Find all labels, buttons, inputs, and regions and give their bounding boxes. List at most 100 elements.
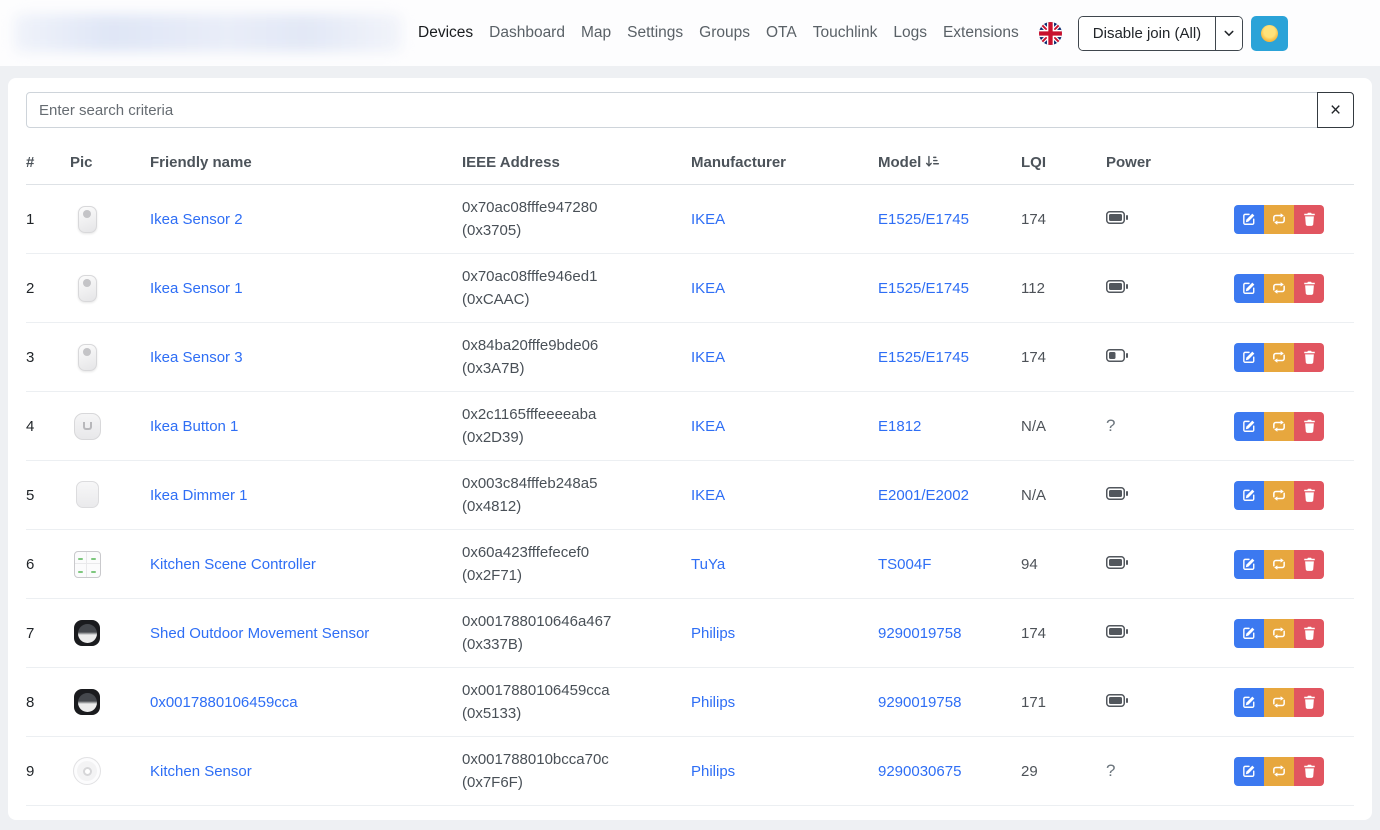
- header-ieee-address[interactable]: IEEE Address: [462, 140, 691, 185]
- manufacturer-link[interactable]: Philips: [691, 624, 736, 642]
- header-number[interactable]: #: [26, 140, 70, 185]
- reconfigure-device-button[interactable]: [1264, 273, 1294, 303]
- theme-toggle-button[interactable]: [1251, 15, 1289, 51]
- device-friendly-name-link[interactable]: Ikea Button 1: [150, 417, 239, 435]
- model-link[interactable]: E1812: [878, 417, 922, 435]
- ikea-motion-sensor-picture[interactable]: [70, 202, 104, 236]
- manufacturer-link[interactable]: IKEA: [691, 486, 726, 504]
- remove-device-button[interactable]: [1294, 549, 1324, 579]
- header-lqi[interactable]: LQI: [1021, 140, 1106, 185]
- reconfigure-device-button[interactable]: [1264, 618, 1294, 648]
- ieee-address: 0x60a423fffefecef0 (0x2F71): [462, 529, 691, 599]
- trash-icon: [1303, 350, 1315, 364]
- ikea-styrbar-remote-picture[interactable]: [70, 478, 104, 512]
- nav-item-settings[interactable]: Settings: [627, 24, 684, 41]
- language-flag-icon[interactable]: [1038, 21, 1062, 45]
- manufacturer-link[interactable]: IKEA: [691, 417, 726, 435]
- ieee-address: 0x0017880106459cca (0x5133): [462, 667, 691, 737]
- rename-device-button[interactable]: [1234, 687, 1264, 717]
- permit-join-button[interactable]: Disable join (All): [1078, 16, 1216, 50]
- model-link[interactable]: E1525/E1745: [878, 210, 969, 228]
- device-friendly-name-link[interactable]: Kitchen Scene Controller: [150, 555, 316, 573]
- device-friendly-name-link[interactable]: Ikea Sensor 3: [150, 348, 243, 366]
- reconfigure-device-button[interactable]: [1264, 549, 1294, 579]
- ieee-address: 0x84ba20fffe9bde06 (0x3A7B): [462, 322, 691, 392]
- retweet-icon: [1273, 627, 1285, 639]
- device-friendly-name-link[interactable]: 0x0017880106459cca: [150, 693, 298, 711]
- manufacturer-link[interactable]: Philips: [691, 762, 736, 780]
- rename-device-button[interactable]: [1234, 756, 1264, 786]
- main-nav: Devices Dashboard Map Settings Groups OTA Touc…: [418, 24, 1019, 42]
- nav-item-logs[interactable]: Logs: [893, 24, 927, 41]
- reconfigure-device-button[interactable]: [1264, 411, 1294, 441]
- row-number: 9: [26, 736, 70, 806]
- philips-outdoor-sensor-picture[interactable]: [70, 616, 104, 650]
- device-friendly-name-link[interactable]: Ikea Sensor 2: [150, 210, 243, 228]
- remove-device-button[interactable]: [1294, 687, 1324, 717]
- model-link[interactable]: E1525/E1745: [878, 279, 969, 297]
- remove-device-button[interactable]: [1294, 204, 1324, 234]
- reconfigure-device-button[interactable]: [1264, 342, 1294, 372]
- rename-device-button[interactable]: [1234, 411, 1264, 441]
- header-model[interactable]: Model: [878, 140, 1021, 185]
- manufacturer-link[interactable]: Philips: [691, 693, 736, 711]
- device-friendly-name-link[interactable]: Shed Outdoor Movement Sensor: [150, 624, 370, 642]
- model-link[interactable]: E1525/E1745: [878, 348, 969, 366]
- retweet-icon: [1273, 489, 1285, 501]
- app-logo-blurred: [14, 14, 402, 52]
- ikea-motion-sensor-picture[interactable]: [70, 340, 104, 374]
- manufacturer-link[interactable]: IKEA: [691, 279, 726, 297]
- nav-item-extensions[interactable]: Extensions: [942, 24, 1019, 41]
- manufacturer-link[interactable]: TuYa: [691, 555, 726, 573]
- reconfigure-device-button[interactable]: [1264, 204, 1294, 234]
- model-link[interactable]: 9290019758: [878, 693, 962, 711]
- nav-item-devices[interactable]: Devices: [418, 24, 474, 41]
- nav-item-dashboard[interactable]: Dashboard: [489, 24, 565, 41]
- device-friendly-name-link[interactable]: Kitchen Sensor: [150, 762, 252, 780]
- clear-search-button[interactable]: ×: [1317, 92, 1354, 128]
- tuya-scene-switch-picture[interactable]: [70, 547, 104, 581]
- reconfigure-device-button[interactable]: [1264, 480, 1294, 510]
- remove-device-button[interactable]: [1294, 756, 1324, 786]
- reconfigure-device-button[interactable]: [1264, 756, 1294, 786]
- permit-join-dropdown-toggle[interactable]: [1215, 16, 1243, 50]
- model-link[interactable]: TS004F: [878, 555, 932, 573]
- device-friendly-name-link[interactable]: Ikea Sensor 1: [150, 279, 243, 297]
- header-manufacturer[interactable]: Manufacturer: [691, 140, 878, 185]
- rename-device-button[interactable]: [1234, 480, 1264, 510]
- nav-item-touchlink[interactable]: Touchlink: [812, 24, 878, 41]
- edit-icon: [1243, 420, 1255, 432]
- rename-device-button[interactable]: [1234, 273, 1264, 303]
- ikea-motion-sensor-picture[interactable]: [70, 271, 104, 305]
- edit-icon: [1243, 765, 1255, 777]
- nav-item-map[interactable]: Map: [580, 24, 612, 41]
- remove-device-button[interactable]: [1294, 480, 1324, 510]
- rename-device-button[interactable]: [1234, 204, 1264, 234]
- model-link[interactable]: E2001/E2002: [878, 486, 969, 504]
- model-link[interactable]: 9290030675: [878, 762, 962, 780]
- manufacturer-link[interactable]: IKEA: [691, 210, 726, 228]
- row-number: 1: [26, 184, 70, 254]
- rename-device-button[interactable]: [1234, 342, 1264, 372]
- header-friendly-name[interactable]: Friendly name: [150, 140, 462, 185]
- remove-device-button[interactable]: [1294, 342, 1324, 372]
- battery-full-icon: [1106, 486, 1128, 500]
- remove-device-button[interactable]: [1294, 411, 1324, 441]
- philips-motion-sensor-picture[interactable]: [70, 754, 104, 788]
- rename-device-button[interactable]: [1234, 549, 1264, 579]
- philips-outdoor-sensor-picture[interactable]: [70, 685, 104, 719]
- manufacturer-link[interactable]: IKEA: [691, 348, 726, 366]
- remove-device-button[interactable]: [1294, 273, 1324, 303]
- nav-item-groups[interactable]: Groups: [699, 24, 750, 41]
- rename-device-button[interactable]: [1234, 618, 1264, 648]
- top-navbar: Devices Dashboard Map Settings Groups OTA Touc…: [0, 0, 1380, 66]
- model-link[interactable]: 9290019758: [878, 624, 962, 642]
- search-input[interactable]: [26, 92, 1318, 128]
- retweet-icon: [1273, 558, 1285, 570]
- device-friendly-name-link[interactable]: Ikea Dimmer 1: [150, 486, 248, 504]
- ikea-shortcut-button-picture[interactable]: [70, 409, 104, 443]
- reconfigure-device-button[interactable]: [1264, 687, 1294, 717]
- nav-item-ota[interactable]: OTA: [765, 24, 797, 41]
- remove-device-button[interactable]: [1294, 618, 1324, 648]
- header-power[interactable]: Power: [1106, 140, 1222, 185]
